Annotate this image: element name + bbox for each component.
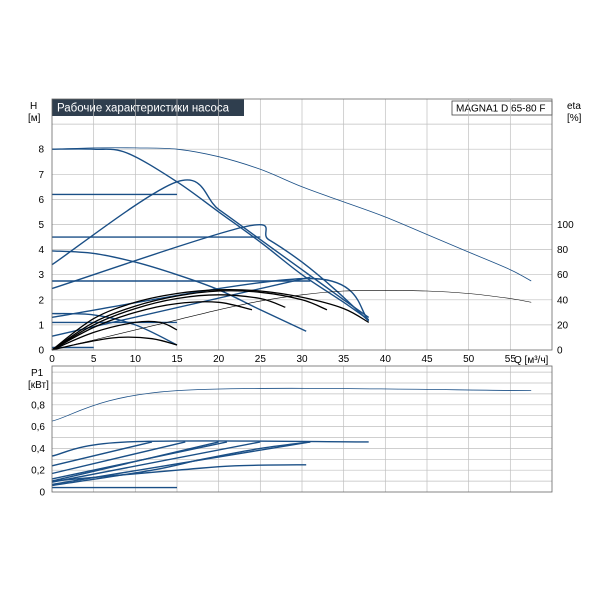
head-plot-frame xyxy=(51,98,553,351)
head-curve-4 xyxy=(51,250,307,332)
h-axis-title: H xyxy=(30,101,37,112)
eta-tick-label: 20 xyxy=(557,320,569,331)
q-axis-title: Q [м³/ч] xyxy=(514,355,549,366)
power-curve-3 xyxy=(51,441,186,475)
h-tick-label: 0 xyxy=(38,346,44,357)
chart-title-bg xyxy=(52,99,244,116)
efficiency-curve-5 xyxy=(51,320,178,351)
efficiency-curve-6 xyxy=(51,336,178,351)
h-tick-label: 6 xyxy=(38,195,44,206)
power-curve-1 xyxy=(51,440,369,457)
eta-tick-label: 40 xyxy=(557,295,569,306)
p1-tick-label: 0,2 xyxy=(31,466,45,477)
p1-tick-label: 0,8 xyxy=(31,400,45,411)
head-curves xyxy=(51,147,532,349)
p-axis-title: P1 xyxy=(31,368,44,379)
efficiency-curve-3 xyxy=(51,294,286,351)
eta-axis-unit: [%] xyxy=(567,113,582,124)
efficiency-curve-0 xyxy=(51,290,532,351)
p1-tick-label: 0 xyxy=(39,488,45,499)
h-tick-label: 1 xyxy=(38,320,44,331)
efficiency-curve-4 xyxy=(51,301,253,351)
power-curve-5 xyxy=(51,441,261,483)
eta-tick-label: 100 xyxy=(557,220,574,231)
h-tick-label: 2 xyxy=(38,295,44,306)
power-curves xyxy=(51,387,532,489)
q-tick-label: 20 xyxy=(213,354,225,365)
efficiency-curve-2 xyxy=(51,290,328,351)
p-axis-unit: [кВт] xyxy=(28,380,49,391)
q-tick-label: 0 xyxy=(49,354,55,365)
h-tick-label: 3 xyxy=(38,270,44,281)
eta-tick-label: 0 xyxy=(557,346,563,357)
chart-title: Рабочие характеристики насоса xyxy=(57,103,230,115)
q-tick-label: 55 xyxy=(505,354,517,365)
h-tick-label: 4 xyxy=(38,245,44,256)
power-grid xyxy=(52,366,552,492)
q-tick-label: 5 xyxy=(91,354,97,365)
q-tick-label: 30 xyxy=(296,354,308,365)
power-curve-2 xyxy=(51,441,153,467)
eta-tick-label: 80 xyxy=(557,245,569,256)
h-tick-label: 8 xyxy=(38,145,44,156)
efficiency-curve-1 xyxy=(51,288,370,351)
eta-tick-label: 60 xyxy=(557,270,569,281)
power-curve-9 xyxy=(51,441,219,482)
power-curve-10 xyxy=(51,441,311,487)
power-plot-frame xyxy=(51,365,553,493)
head-curve-0 xyxy=(51,147,532,282)
power-curve-7 xyxy=(51,464,307,482)
p1-tick-label: 0,4 xyxy=(31,444,45,455)
q-tick-label: 15 xyxy=(171,354,183,365)
head-curve-8 xyxy=(51,179,370,318)
head-curve-11 xyxy=(51,276,311,337)
h-tick-label: 7 xyxy=(38,170,44,181)
q-tick-label: 25 xyxy=(255,354,267,365)
h-tick-label: 5 xyxy=(38,220,44,231)
model-label: MAGNA1 D 65-80 F xyxy=(456,104,545,115)
efficiency-curves xyxy=(51,288,532,351)
p1-tick-label: 0,6 xyxy=(31,422,45,433)
h-axis-unit: [м] xyxy=(28,113,41,124)
q-tick-label: 45 xyxy=(421,354,433,365)
tick-labels: 0 5 10 15 20 25 30 35 40 45 50 55012345678020406080… xyxy=(31,145,574,499)
q-tick-label: 35 xyxy=(338,354,350,365)
head-curve-1 xyxy=(51,148,370,321)
eta-axis-title: eta xyxy=(567,101,581,112)
head-curve-9 xyxy=(51,223,370,322)
q-tick-label: 50 xyxy=(463,354,475,365)
q-tick-label: 40 xyxy=(380,354,392,365)
head-grid xyxy=(52,99,552,350)
q-tick-label: 10 xyxy=(130,354,142,365)
power-curve-0 xyxy=(51,387,532,422)
head-curve-10 xyxy=(51,277,370,321)
